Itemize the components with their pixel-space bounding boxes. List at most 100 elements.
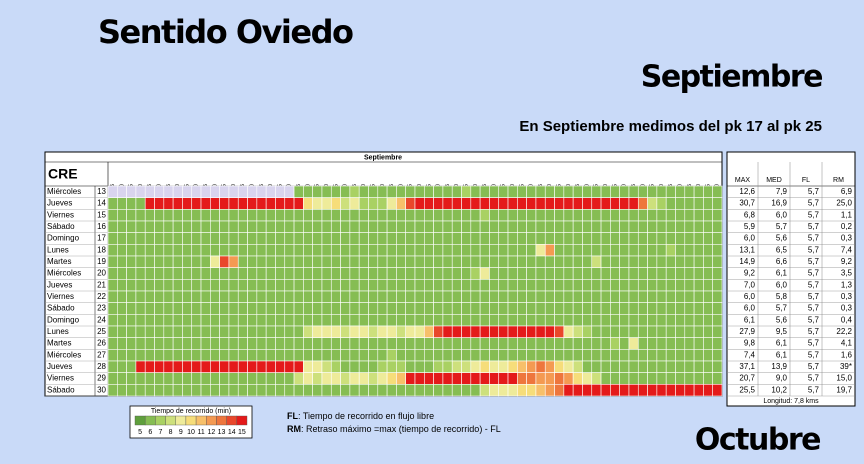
stats-value: 14,9 [739, 257, 755, 266]
heatmap-cell [358, 267, 369, 280]
heatmap-cell [107, 232, 118, 245]
heatmap-cell [684, 349, 695, 362]
heatmap-cell [117, 384, 127, 397]
heatmap-cell [117, 255, 127, 268]
heatmap-cell [256, 384, 267, 397]
heatmap-cell [117, 349, 127, 362]
heatmap-cell [172, 349, 183, 362]
heatmap-cell [451, 290, 462, 303]
heatmap-cell [191, 255, 202, 268]
heatmap-cell [479, 185, 490, 198]
heatmap-cell [517, 290, 527, 303]
heatmap-cell [535, 232, 546, 245]
day-label: Viernes [47, 374, 74, 383]
heatmap-cell [442, 360, 453, 373]
heatmap-cell [163, 290, 174, 303]
heatmap-cell [591, 232, 602, 245]
heatmap-cell [256, 244, 267, 257]
stats-value: 13,9 [771, 362, 787, 371]
heatmap-cell [219, 185, 230, 198]
heatmap-cell [498, 325, 509, 338]
heatmap-cell [544, 372, 555, 385]
heatmap-cell [377, 209, 388, 222]
heatmap-cell [210, 267, 220, 280]
heatmap-cell [368, 384, 379, 397]
stats-value: 7,9 [776, 187, 788, 196]
heatmap-cell [368, 360, 379, 373]
heatmap-cell [442, 197, 453, 210]
heatmap-cell [637, 255, 648, 268]
heatmap-cell [210, 209, 220, 222]
heatmap-cell [330, 337, 341, 350]
heatmap-cell [461, 279, 472, 292]
heatmap-cell [293, 314, 304, 327]
heatmap-cell [442, 267, 453, 280]
heatmap-cell [219, 302, 230, 315]
heatmap-cell [172, 384, 183, 397]
heatmap-cell [107, 384, 118, 397]
heatmap-cell [368, 209, 379, 222]
heatmap-cell [349, 349, 360, 362]
heatmap-cell [563, 384, 574, 397]
heatmap-cell [582, 209, 593, 222]
heatmap-cell [600, 290, 611, 303]
heatmap-cell [312, 232, 323, 245]
heatmap-cell [684, 325, 695, 338]
heatmap-cell [293, 185, 304, 198]
heatmap-cell [126, 279, 137, 292]
heatmap-cell [163, 372, 174, 385]
heatmap-cell [656, 279, 667, 292]
heatmap-cell [219, 244, 230, 257]
heatmap-cell [340, 337, 351, 350]
heatmap-cell [572, 302, 583, 315]
heatmap-cell [684, 267, 695, 280]
heatmap-cell [507, 384, 518, 397]
heatmap-cell [330, 290, 341, 303]
heatmap-cell [693, 384, 704, 397]
heatmap-cell [256, 360, 267, 373]
heatmap-cell [647, 384, 658, 397]
heatmap-cell [535, 337, 546, 350]
heatmap-cell [210, 185, 220, 198]
heatmap-cell [517, 349, 527, 362]
heatmap-cell [544, 290, 555, 303]
heatmap-cell [470, 384, 481, 397]
heatmap-cell [544, 220, 555, 233]
heatmap-cell [256, 279, 267, 292]
heatmap-cell [610, 314, 620, 327]
heatmap-cell [386, 220, 397, 233]
heatmap-cell [535, 244, 546, 257]
heatmap-cell [321, 220, 332, 233]
heatmap-cell [340, 244, 351, 257]
heatmap-cell [284, 314, 295, 327]
heatmap-cell [712, 337, 723, 350]
heatmap-cell [675, 302, 686, 315]
heatmap-cell [507, 349, 518, 362]
heatmap-cell [396, 290, 406, 303]
heatmap-cell [247, 337, 258, 350]
heatmap-cell [172, 267, 183, 280]
heatmap-cell [563, 244, 574, 257]
stats-value: 5,7 [808, 304, 820, 313]
date-label: 15 [97, 210, 106, 219]
heatmap-cell [358, 349, 369, 362]
heatmap-cell [591, 197, 602, 210]
heatmap-cell [172, 290, 183, 303]
heatmap-cell [117, 244, 127, 257]
heatmap-cell [619, 337, 630, 350]
heatmap-cell [182, 197, 193, 210]
heatmap-cell [405, 255, 416, 268]
heatmap-cell [144, 220, 155, 233]
heatmap-cell [200, 314, 211, 327]
heatmap-cell [414, 372, 425, 385]
date-label: 18 [97, 245, 106, 254]
heatmap-cell [386, 349, 397, 362]
heatmap-cell [210, 197, 220, 210]
heatmap-cell [442, 255, 453, 268]
heatmap-cell [396, 209, 406, 222]
heatmap-cell [275, 232, 286, 245]
heatmap-cell [154, 197, 165, 210]
heatmap-cell [191, 349, 202, 362]
heatmap-cell [675, 185, 686, 198]
heatmap-cell [182, 290, 193, 303]
